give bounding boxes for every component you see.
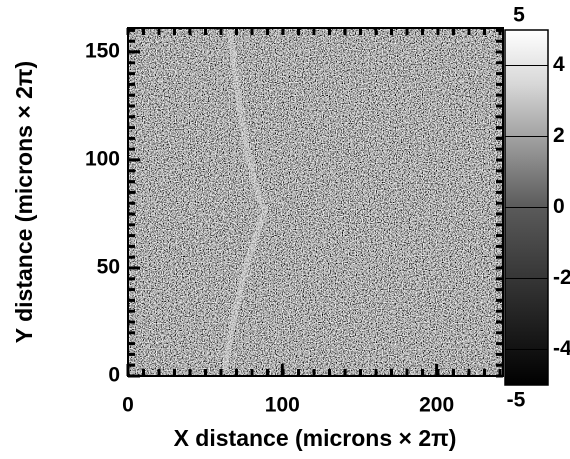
y-tick-label: 150 <box>85 39 120 62</box>
heatmap-image <box>128 28 503 376</box>
y-tick-label: 100 <box>85 147 120 170</box>
colorbar-tick-label: 5 <box>513 4 525 27</box>
y-tick-label: 50 <box>97 255 120 278</box>
colorbar-tick-label: 0 <box>553 195 565 218</box>
colorbar-tick-label: 4 <box>553 53 565 76</box>
colorbar-tick-label: 2 <box>553 124 565 147</box>
colorbar-tick-label: -2 <box>553 266 570 289</box>
colorbar-tick-label: -5 <box>507 389 526 412</box>
colorbar-tick-label: -4 <box>553 337 570 360</box>
y-axis-label: Y distance (microns × 2π) <box>11 61 37 343</box>
y-tick-label: 0 <box>108 364 120 387</box>
x-tick-label: 200 <box>419 394 454 417</box>
x-tick-label: 100 <box>265 394 300 417</box>
x-tick-label: 0 <box>122 394 134 417</box>
chart: X distance (microns × 2π) Y distance (mi… <box>0 0 570 459</box>
x-axis-label: X distance (microns × 2π) <box>174 425 457 451</box>
